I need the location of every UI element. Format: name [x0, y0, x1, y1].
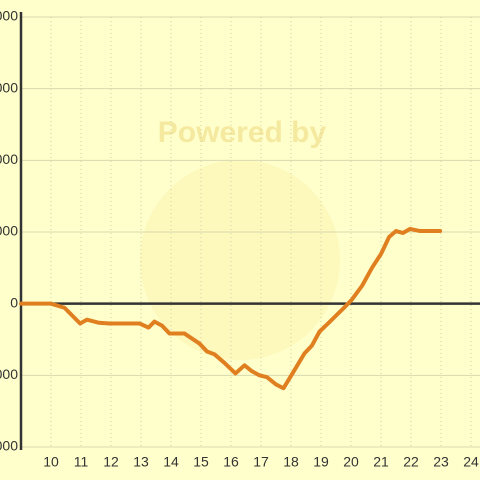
- x-tick-label: 17: [253, 454, 269, 470]
- x-tick-label: 11: [74, 454, 89, 470]
- y-tick-label: -6,000: [0, 438, 18, 454]
- y-tick-label: 3,000: [0, 223, 18, 239]
- y-tick-label: -3,000: [0, 366, 18, 382]
- x-tick-label: 20: [343, 454, 359, 470]
- x-tick-label: 16: [223, 454, 239, 470]
- y-tick-label: 9,000: [0, 79, 18, 95]
- x-tick-label: 19: [313, 454, 329, 470]
- x-tick-label: 22: [403, 454, 419, 470]
- x-tick-label: 24: [463, 454, 479, 470]
- x-tick-label: 12: [103, 454, 119, 470]
- x-tick-label: 13: [133, 454, 149, 470]
- x-tick-label: 15: [193, 454, 209, 470]
- watermark-logo: [140, 160, 340, 360]
- x-tick-label: 23: [433, 454, 449, 470]
- y-tick-label: 0: [10, 294, 18, 310]
- x-tick-label: 10: [43, 454, 59, 470]
- y-tick-label: 12,000: [0, 8, 18, 24]
- line: [19, 226, 443, 391]
- y-tick-label: 6,000: [0, 151, 18, 167]
- x-tick-label: 21: [373, 454, 389, 470]
- x-tick-label: 18: [283, 454, 299, 470]
- watermark: Powered by: [158, 116, 327, 149]
- x-tick-label: 14: [163, 454, 179, 470]
